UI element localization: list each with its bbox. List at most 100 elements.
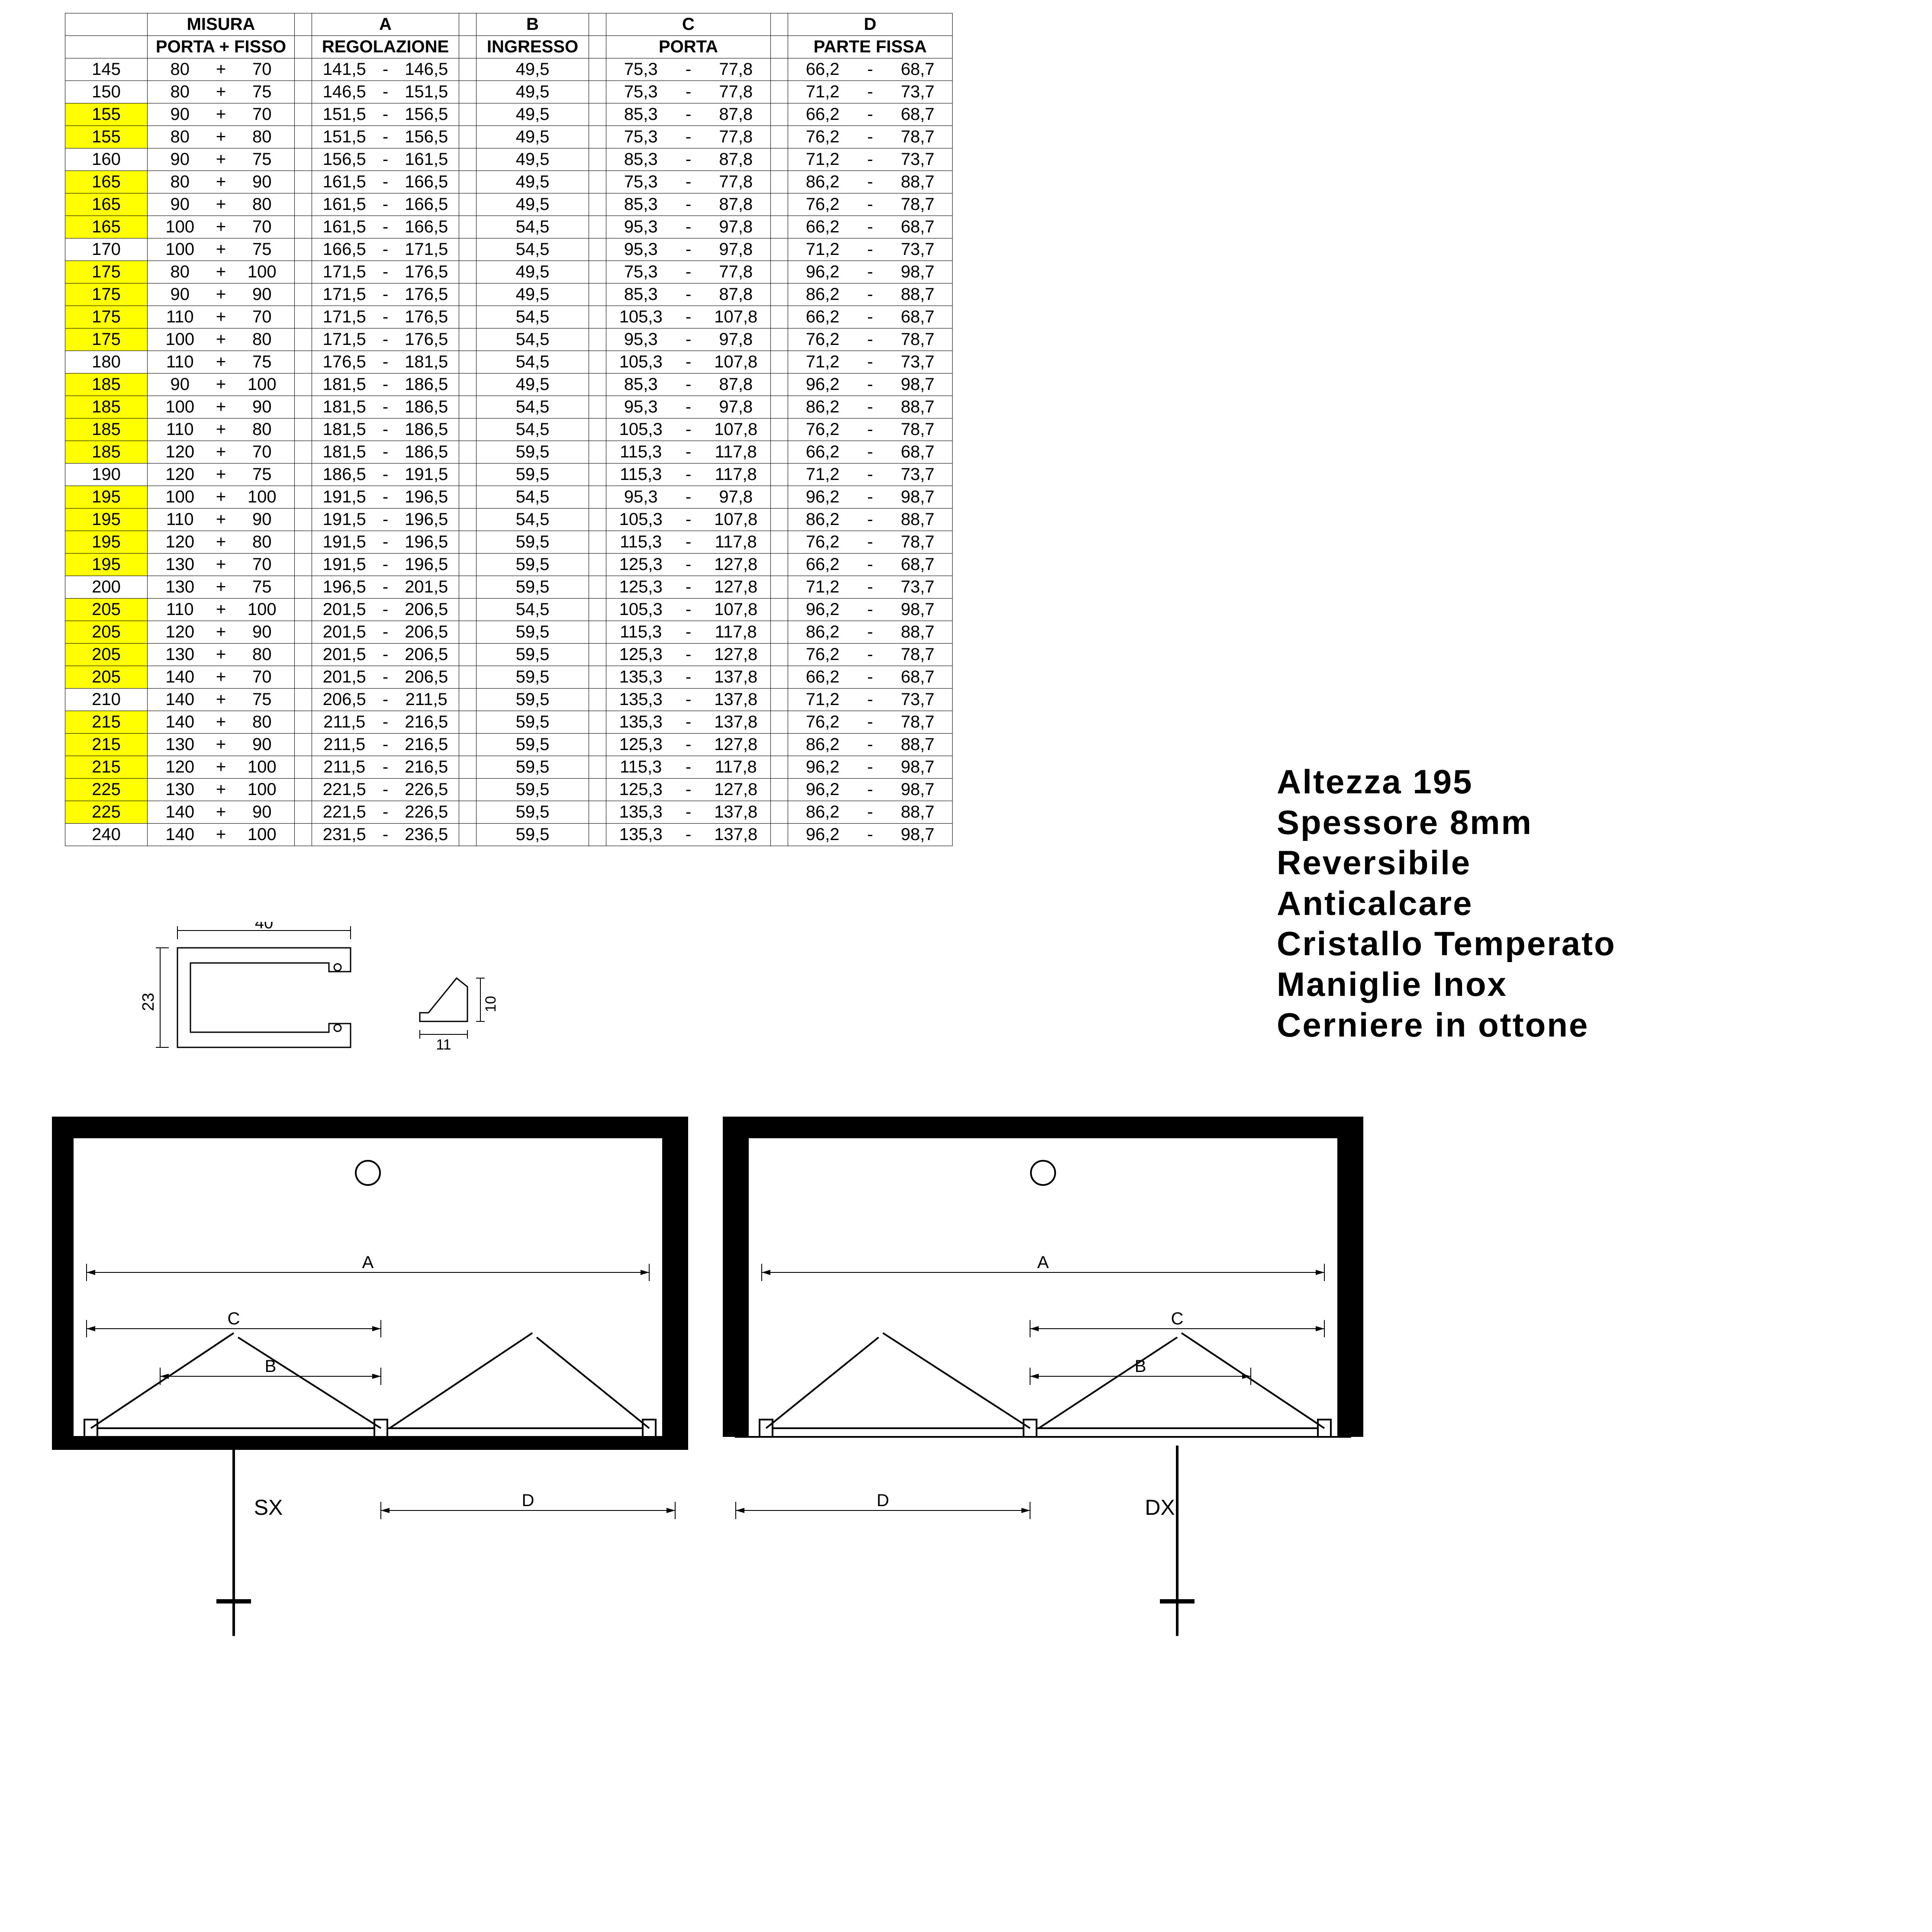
cell-dash: -	[857, 801, 883, 824]
cell-dash: -	[857, 126, 883, 148]
cell-a2: 196,5	[394, 486, 459, 509]
cell-d2: 73,7	[883, 464, 953, 486]
cell-plus: +	[213, 193, 230, 216]
cell-dash: -	[676, 509, 702, 531]
spec-line: Spessore 8mm	[1277, 802, 1616, 843]
cell-a1: 181,5	[312, 441, 377, 464]
cell-dash: -	[676, 824, 702, 846]
cell-porta: 100	[148, 328, 213, 351]
cell-plus: +	[213, 779, 230, 801]
cell-c1: 125,3	[606, 554, 676, 576]
cell-fisso: 90	[230, 509, 295, 531]
table-row: 205120+90201,5-206,559,5115,3-117,886,2-…	[65, 621, 953, 644]
cell-d2: 98,7	[883, 779, 953, 801]
cell-plus: +	[213, 734, 230, 756]
cell-dash: -	[857, 374, 883, 396]
cell-b: 59,5	[477, 576, 589, 599]
cell-porta: 100	[148, 396, 213, 419]
cell-porta: 90	[148, 283, 213, 306]
subheader-regolazione: REGOLAZIONE	[312, 36, 459, 58]
cell-plus: +	[213, 216, 230, 238]
cell-dash: -	[676, 441, 702, 464]
cell-misura: 205	[65, 644, 148, 666]
cell-dash: -	[377, 711, 394, 734]
cell-d1: 71,2	[788, 238, 857, 261]
cell-d2: 98,7	[883, 261, 953, 283]
cell-plus: +	[213, 801, 230, 824]
cell-plus: +	[213, 576, 230, 599]
cell-plus: +	[213, 306, 230, 328]
cell-d1: 66,2	[788, 103, 857, 126]
cell-fisso: 70	[230, 58, 295, 81]
cell-dash: -	[676, 689, 702, 711]
cell-d2: 73,7	[883, 81, 953, 103]
cell-d1: 66,2	[788, 441, 857, 464]
cell-misura: 205	[65, 621, 148, 644]
cell-d2: 88,7	[883, 509, 953, 531]
cell-dash: -	[377, 261, 394, 283]
cell-c2: 117,8	[702, 531, 771, 554]
cell-fisso: 70	[230, 554, 295, 576]
cell-b: 54,5	[477, 599, 589, 621]
cell-dash: -	[857, 216, 883, 238]
cell-porta: 120	[148, 621, 213, 644]
cell-misura: 215	[65, 711, 148, 734]
cell-a2: 186,5	[394, 441, 459, 464]
cell-d1: 71,2	[788, 576, 857, 599]
cell-porta: 140	[148, 824, 213, 846]
header-row-2: PORTA + FISSO REGOLAZIONE INGRESSO PORTA…	[65, 36, 953, 58]
cell-plus: +	[213, 666, 230, 689]
cell-fisso: 90	[230, 801, 295, 824]
cell-c2: 87,8	[702, 374, 771, 396]
cell-d2: 73,7	[883, 689, 953, 711]
cell-misura: 170	[65, 238, 148, 261]
dimensions-table: MISURA A B C D PORTA + FISSO REGOLAZIONE	[65, 13, 953, 846]
cell-a1: 221,5	[312, 779, 377, 801]
cell-d1: 96,2	[788, 261, 857, 283]
cell-d1: 66,2	[788, 554, 857, 576]
cell-misura: 200	[65, 576, 148, 599]
spec-line: Cerniere in ottone	[1277, 1005, 1616, 1046]
cell-d2: 88,7	[883, 171, 953, 193]
cell-c1: 115,3	[606, 531, 676, 554]
cell-a2: 176,5	[394, 306, 459, 328]
cell-porta: 90	[148, 103, 213, 126]
cell-dash: -	[857, 621, 883, 644]
cell-dash: -	[377, 283, 394, 306]
cell-misura: 185	[65, 374, 148, 396]
cell-dash: -	[857, 283, 883, 306]
cell-a1: 166,5	[312, 238, 377, 261]
cell-dash: -	[377, 779, 394, 801]
cell-d2: 73,7	[883, 576, 953, 599]
cell-porta: 130	[148, 554, 213, 576]
cell-plus: +	[213, 58, 230, 81]
cell-a2: 171,5	[394, 238, 459, 261]
cell-porta: 110	[148, 419, 213, 441]
cell-misura: 160	[65, 148, 148, 171]
cell-porta: 90	[148, 148, 213, 171]
cell-a2: 206,5	[394, 644, 459, 666]
cell-fisso: 70	[230, 306, 295, 328]
cell-b: 49,5	[477, 103, 589, 126]
cell-dash: -	[377, 801, 394, 824]
cell-plus: +	[213, 756, 230, 779]
cell-d2: 68,7	[883, 554, 953, 576]
cell-misura: 210	[65, 689, 148, 711]
cell-dash: -	[377, 666, 394, 689]
cell-misura: 165	[65, 171, 148, 193]
cell-a2: 236,5	[394, 824, 459, 846]
cell-a2: 151,5	[394, 81, 459, 103]
cell-d2: 68,7	[883, 306, 953, 328]
table-row: 180110+75176,5-181,554,5105,3-107,871,2-…	[65, 351, 953, 374]
cell-porta: 120	[148, 756, 213, 779]
cell-a1: 161,5	[312, 171, 377, 193]
cell-a1: 181,5	[312, 396, 377, 419]
cell-misura: 215	[65, 756, 148, 779]
cell-c1: 95,3	[606, 486, 676, 509]
cell-c1: 135,3	[606, 711, 676, 734]
table-row: 240140+100231,5-236,559,5135,3-137,896,2…	[65, 824, 953, 846]
cell-dash: -	[377, 351, 394, 374]
table-row: 195110+90191,5-196,554,5105,3-107,886,2-…	[65, 509, 953, 531]
plan-label-sx: SX	[254, 1495, 283, 1520]
cell-fisso: 100	[230, 261, 295, 283]
